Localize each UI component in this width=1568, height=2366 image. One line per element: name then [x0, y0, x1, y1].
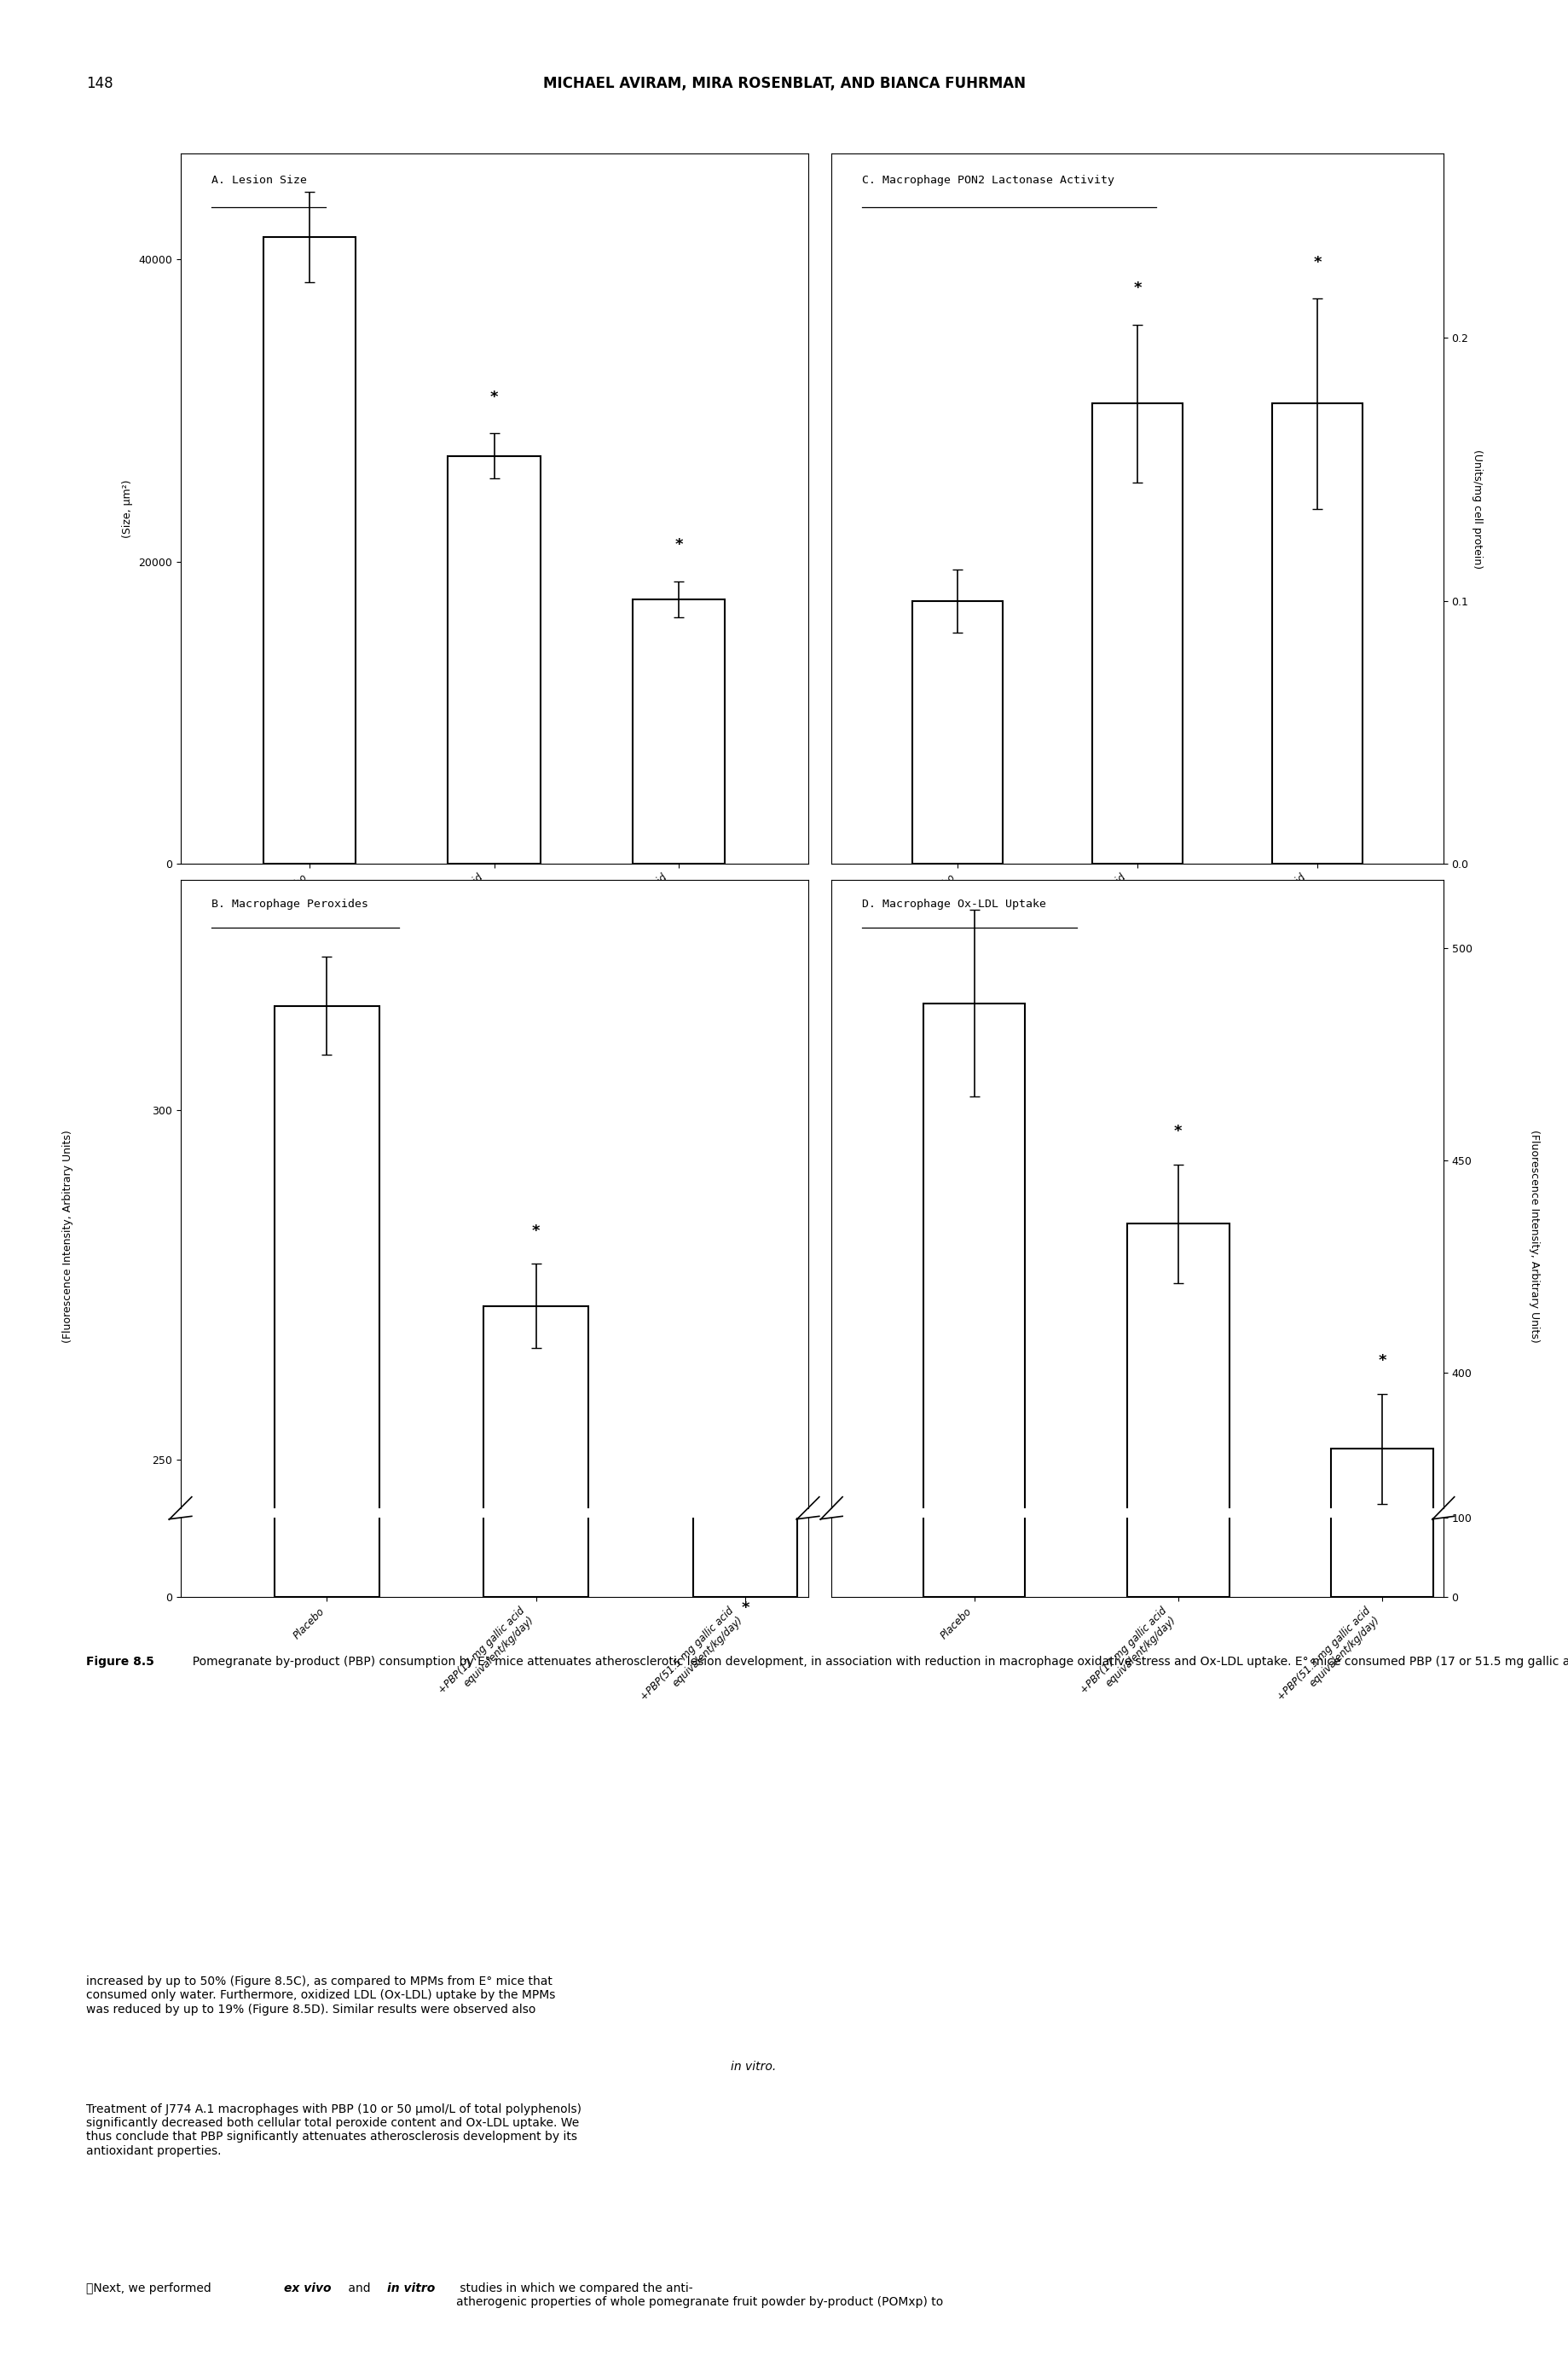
Text: Next, we performed: Next, we performed: [86, 2283, 215, 2295]
Text: ex vivo: ex vivo: [284, 2283, 331, 2295]
Text: *: *: [740, 1599, 750, 1616]
Y-axis label: (Size, μm²): (Size, μm²): [122, 480, 133, 537]
Text: increased by up to 50% (Figure 8.5C), as compared to MPMs from E° mice that
cons: increased by up to 50% (Figure 8.5C), as…: [86, 1976, 555, 2016]
Text: *: *: [1312, 256, 1320, 270]
Bar: [924, 1211, 1025, 1597]
Text: *: *: [1377, 1353, 1386, 1368]
Text: *: *: [1173, 1124, 1182, 1140]
Text: in vitro.: in vitro.: [731, 2061, 776, 2073]
Text: A. Lesion Size: A. Lesion Size: [212, 175, 307, 187]
Text: Treatment of J774 A.1 macrophages with PBP (10 or 50 μmol/L of total polyphenols: Treatment of J774 A.1 macrophages with P…: [86, 2103, 582, 2158]
Text: (Fluorescence Intensity, Arbitrary Units): (Fluorescence Intensity, Arbitrary Units…: [61, 1131, 74, 1344]
Bar: [483, 0, 588, 1597]
Bar: [274, 1006, 379, 2366]
Text: *: *: [489, 390, 499, 405]
Bar: [632, 599, 724, 864]
Text: B. Macrophage Peroxides: B. Macrophage Peroxides: [212, 899, 368, 911]
Bar: [913, 601, 1002, 864]
Bar: [1127, 1252, 1229, 1597]
Text: Pomegranate by-product (PBP) consumption by E° mice attenuates atherosclerotic l: Pomegranate by-product (PBP) consumption…: [185, 1656, 1568, 1668]
Text: in vitro: in vitro: [387, 2283, 434, 2295]
Bar: [1330, 1294, 1433, 1597]
Bar: [1272, 405, 1361, 864]
Bar: [693, 1682, 797, 2366]
Bar: [263, 237, 356, 864]
Text: C. Macrophage PON2 Lactonase Activity: C. Macrophage PON2 Lactonase Activity: [862, 175, 1113, 187]
Text: and: and: [343, 2283, 373, 2295]
Text: studies in which we compared the anti-
atherogenic properties of whole pomegrana: studies in which we compared the anti- a…: [456, 2283, 942, 2307]
Bar: [1091, 405, 1182, 864]
Bar: [274, 0, 379, 1597]
Text: *: *: [1132, 282, 1142, 296]
Bar: [1127, 1223, 1229, 2366]
Bar: [693, 0, 797, 1597]
Bar: [483, 1306, 588, 2366]
Text: D. Macrophage Ox-LDL Uptake: D. Macrophage Ox-LDL Uptake: [862, 899, 1046, 911]
Text: (Fluorescence Intensity, Arbitrary Units): (Fluorescence Intensity, Arbitrary Units…: [1527, 1131, 1540, 1344]
Text: 148: 148: [86, 76, 113, 90]
Bar: [924, 1003, 1025, 2366]
Bar: [448, 457, 539, 864]
Text: *: *: [674, 537, 682, 554]
Text: *: *: [532, 1223, 539, 1240]
Y-axis label: (Units/mg cell protein): (Units/mg cell protein): [1471, 450, 1482, 568]
Text: MICHAEL AVIRAM, MIRA ROSENBLAT, AND BIANCA FUHRMAN: MICHAEL AVIRAM, MIRA ROSENBLAT, AND BIAN…: [543, 76, 1025, 90]
Text: Figure 8.5: Figure 8.5: [86, 1656, 154, 1668]
Bar: [1330, 1448, 1433, 2366]
